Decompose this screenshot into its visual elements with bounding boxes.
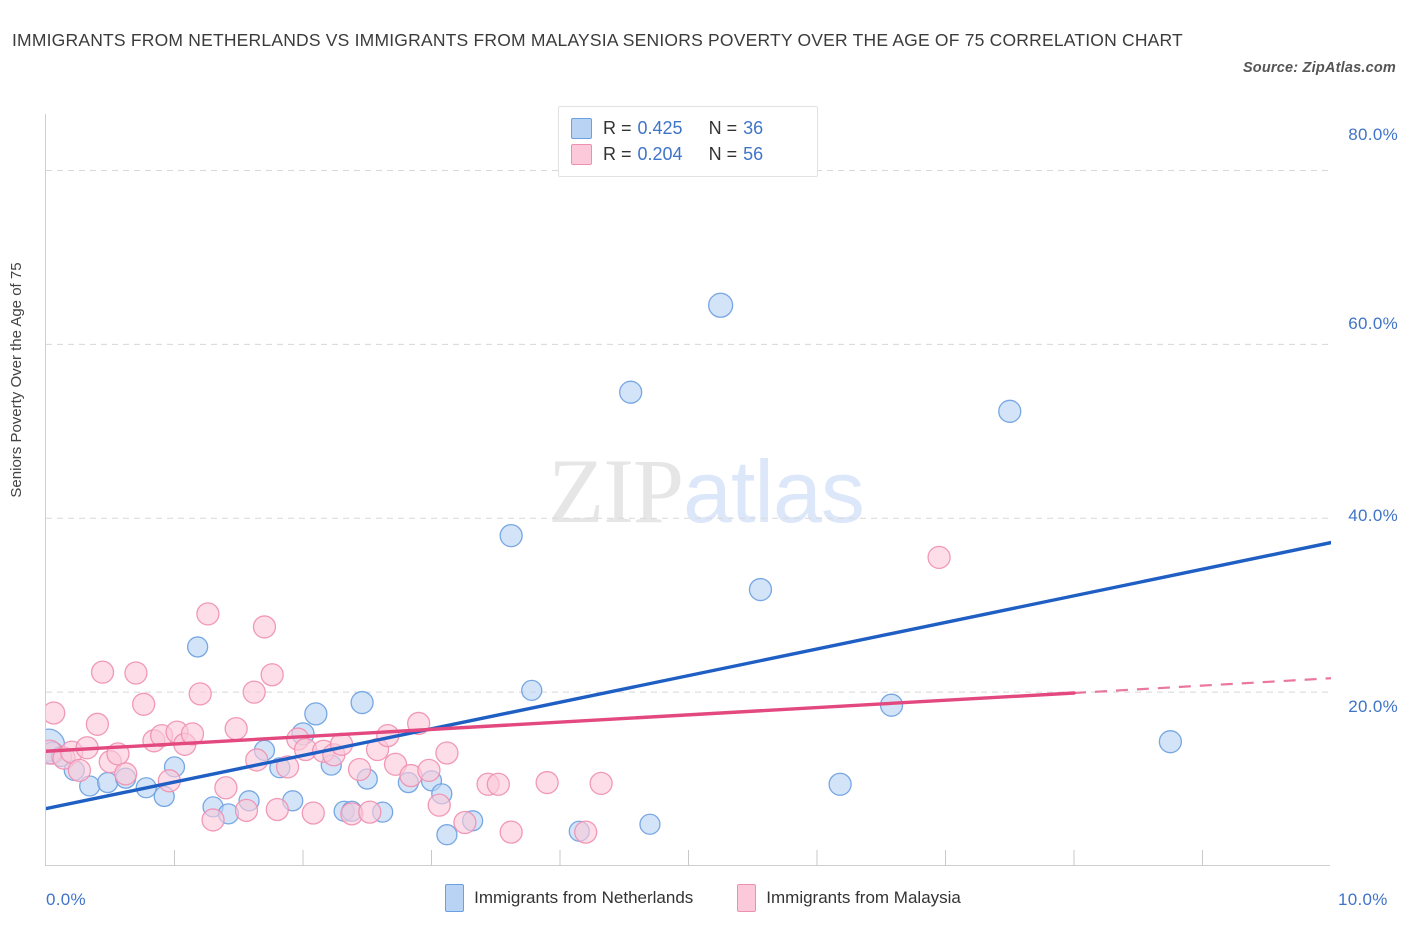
legend-swatch-netherlands-icon [571,117,592,139]
y-tick-label-60: 60.0% [1348,314,1398,333]
data-point[interactable] [242,680,266,704]
data-point[interactable] [196,602,220,626]
series-points-netherlands [46,292,1183,846]
data-point[interactable] [265,797,289,822]
data-point[interactable] [435,741,459,765]
series-swatch-malaysia-icon [737,884,757,912]
legend-item-netherlands[interactable]: Immigrants from Netherlands [445,884,693,912]
trendline-netherlands [46,540,1331,811]
data-point[interactable] [132,692,156,716]
plot-canvas [46,170,1331,866]
data-point[interactable] [114,762,138,786]
data-point[interactable] [46,701,66,725]
scatter-plot-area [45,114,1331,866]
data-point[interactable] [927,545,951,570]
data-point[interactable] [453,810,477,835]
data-point[interactable] [224,716,248,741]
series-points-malaysia [46,545,951,844]
data-point[interactable] [301,801,325,825]
data-point[interactable] [304,702,328,726]
data-point[interactable] [350,690,374,715]
r-key-malaysia: R = [603,143,632,164]
data-point[interactable] [574,820,598,844]
stats-row-netherlands: R = 0.425 N = 36 [571,115,807,141]
stats-row-malaysia: R = 0.204 N = 56 [571,141,807,167]
legend-swatch-malaysia-icon [571,143,592,165]
source-label: Source: ZipAtlas.com [1242,60,1396,76]
n-key-netherlands: N = [708,117,738,138]
data-point[interactable] [707,292,734,318]
y-tick-label-20: 20.0% [1348,697,1398,716]
r-key-netherlands: R = [603,117,632,138]
page-title: IMMIGRANTS FROM NETHERLANDS VS IMMIGRANT… [12,30,1183,50]
data-point[interactable] [252,615,277,639]
chart-header: IMMIGRANTS FROM NETHERLANDS VS IMMIGRANT… [0,0,1406,100]
data-point[interactable] [188,682,212,706]
data-point[interactable] [85,712,110,736]
y-tick-label-40: 40.0% [1348,506,1398,525]
data-point[interactable] [186,636,209,658]
data-point[interactable] [499,820,523,844]
legend-label-netherlands: Immigrants from Netherlands [474,888,694,907]
x-axis-min-label: 0.0% [46,890,86,909]
n-value-malaysia: 56 [743,143,764,164]
data-point[interactable] [486,772,510,796]
data-point[interactable] [124,661,148,685]
series-swatch-netherlands-icon [445,884,465,912]
data-point[interactable] [358,800,382,824]
n-key-malaysia: N = [708,143,738,164]
data-point[interactable] [499,523,523,548]
data-point[interactable] [619,380,643,404]
data-point[interactable] [427,793,451,817]
x-axis-max-label: 10.0% [1338,890,1388,909]
legend-label-malaysia: Immigrants from Malaysia [766,888,961,907]
data-point[interactable] [180,722,205,746]
data-point[interactable] [214,776,238,800]
y-axis-title: Seniors Poverty Over the Age of 75 [8,262,25,498]
r-value-netherlands: 0.425 [637,117,683,138]
trendline-malaysia [46,691,1076,753]
correlation-stats-legend: R = 0.425 N = 36 R = 0.204 N = 56 [558,106,818,177]
data-point[interactable] [436,824,458,846]
data-point[interactable] [828,772,852,796]
data-point[interactable] [998,399,1022,423]
data-point[interactable] [90,660,115,684]
data-point[interactable] [1158,730,1183,754]
data-point[interactable] [67,758,92,783]
data-point[interactable] [201,808,225,832]
data-point[interactable] [234,798,259,823]
data-point[interactable] [347,757,372,782]
trendline-malaysia-projection [1073,677,1331,695]
data-point[interactable] [521,679,543,702]
data-point[interactable] [260,663,284,687]
n-value-netherlands: 36 [743,117,764,138]
data-point[interactable] [535,770,559,795]
series-legend: Immigrants from Netherlands Immigrants f… [0,884,1406,912]
data-point[interactable] [589,771,613,796]
data-point[interactable] [639,813,661,835]
data-point[interactable] [748,577,773,602]
r-value-malaysia: 0.204 [637,143,683,164]
legend-item-malaysia[interactable]: Immigrants from Malaysia [737,884,961,912]
y-tick-label-80: 80.0% [1348,125,1398,144]
data-point[interactable] [417,758,441,783]
